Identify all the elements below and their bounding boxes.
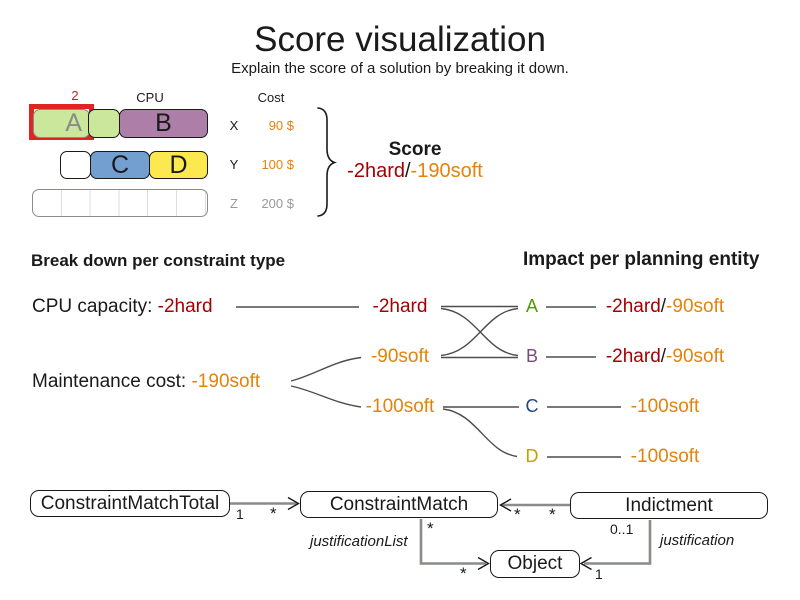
machine-label-z: Z [230, 196, 238, 211]
multiplicity-ind-obj-near-ind: 0..1 [610, 521, 634, 537]
class-constraint-match-total: ConstraintMatchTotal [30, 490, 230, 517]
arrowhead-into-obj-left [477, 556, 490, 571]
impact-value-c: -100soft [630, 396, 700, 417]
class-indictment: Indictment [570, 492, 768, 519]
cpu-capacity-label: CPU capacity: [32, 296, 158, 317]
maintenance-cost-value: -190soft [191, 371, 261, 392]
maintenance-cost-label: Maintenance cost: [32, 371, 192, 392]
entity-c: C [525, 396, 539, 416]
breakdown-heading: Break down per constraint type [31, 251, 286, 270]
constraint-maintenance-cost: Maintenance cost: -190soft [32, 371, 260, 393]
empty-slot-block [60, 151, 91, 179]
impact-a-sep: / [660, 296, 667, 317]
process-block-d: D [149, 151, 208, 179]
impact-b-hard: -2hard [605, 346, 661, 367]
machine-z-empty-row [32, 189, 208, 217]
entity-b: B [525, 346, 538, 366]
machine-cost-z: 200 $ [261, 196, 294, 211]
process-block-c: C [90, 151, 150, 179]
multiplicity-ind-obj-near-obj: 1 [595, 566, 603, 582]
process-block-unlabeled [88, 109, 120, 138]
score-heading: Score [388, 139, 442, 160]
cpu-column-header: CPU [136, 90, 164, 105]
arrowhead-into-cm-left [287, 496, 300, 511]
role-justification-list: justificationList [310, 533, 408, 550]
multiplicity-cmt-one: 1 [236, 506, 244, 522]
page-subtitle: Explain the score of a solution by break… [231, 60, 569, 77]
impact-a-hard: -2hard [605, 296, 661, 317]
entity-a: A [525, 296, 538, 316]
class-object: Object [490, 550, 580, 578]
arrowhead-into-obj-right [579, 556, 592, 571]
impact-value-b: -2hard/-90soft [572, 346, 758, 368]
machine-label-y: Y [229, 157, 239, 172]
machine-cost-y: 100 $ [261, 157, 294, 172]
score-hard: -2hard [347, 160, 405, 182]
arrowhead-into-cm-right [499, 498, 512, 512]
impact-value-d: -100soft [630, 446, 700, 467]
multiplicity-cm-obj-near-cm: * [427, 519, 434, 538]
impact-b-soft: -90soft [666, 346, 725, 367]
process-block-a: A [33, 109, 90, 138]
cost-column-header: Cost [257, 90, 285, 105]
impact-a-soft: -90soft [666, 296, 725, 317]
machine-cost-x: 90 $ [268, 118, 294, 133]
constraint-cpu-capacity: CPU capacity: -2hard [32, 296, 213, 318]
overload-count-label: 2 [71, 88, 79, 103]
impact-value-a: -2hard/-90soft [572, 296, 758, 318]
impact-b-sep: / [660, 346, 667, 367]
impact-heading: Impact per planning entity [523, 249, 760, 270]
score-value: -2hard/-190soft [320, 160, 510, 183]
score-soft: -190soft [410, 160, 483, 182]
match-node-2hard: -2hard [372, 296, 428, 317]
class-constraint-match: ConstraintMatch [300, 491, 498, 518]
match-node-100soft: -100soft [365, 396, 435, 417]
match-node-90soft: -90soft [370, 346, 430, 367]
multiplicity-ind-cm-near-ind: * [549, 505, 556, 524]
score-separator: / [404, 160, 411, 182]
cpu-capacity-value: -2hard [157, 296, 213, 317]
multiplicity-ind-cm-near-cm: * [514, 505, 521, 524]
page-title: Score visualization [254, 20, 546, 59]
entity-d: D [525, 446, 539, 466]
machine-label-x: X [229, 118, 239, 133]
process-block-b: B [119, 109, 208, 138]
multiplicity-cm-many: * [270, 504, 277, 523]
role-justification: justification [660, 532, 735, 549]
multiplicity-cm-obj-near-obj: * [460, 564, 467, 583]
